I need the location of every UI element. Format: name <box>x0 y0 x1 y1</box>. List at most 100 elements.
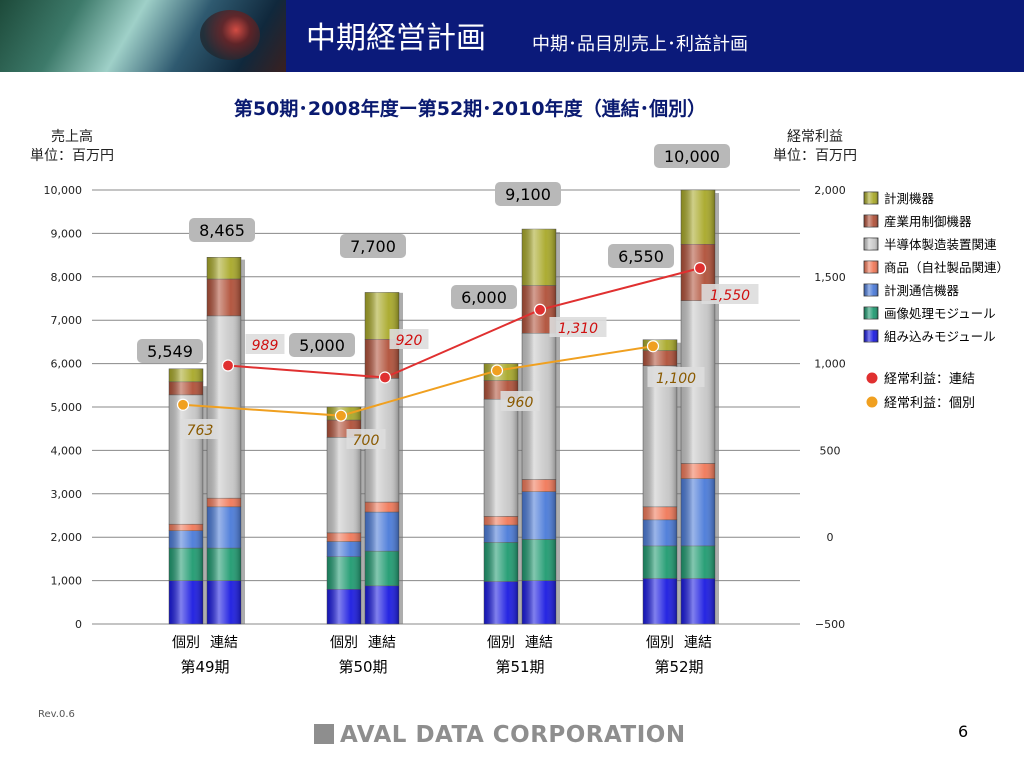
total-label-box <box>608 244 674 268</box>
left-tick-label: 9,000 <box>51 227 83 240</box>
total-label: 9,100 <box>505 185 551 204</box>
profit-label-box <box>647 367 705 387</box>
legend-label: 産業用制御機器 <box>884 214 972 229</box>
left-axis-label: 売上高 単位：百万円 <box>22 128 122 166</box>
bar-category-label: 個別 <box>330 635 358 651</box>
bar-shadow <box>361 410 365 624</box>
header-bar: 中期経営計画 中期･品目別売上･利益計画 <box>0 0 1024 72</box>
right-tick-label: 0 <box>827 531 834 544</box>
legend-swatch-shine <box>864 238 878 250</box>
total-label-box <box>289 333 355 357</box>
bar-category-label: 個別 <box>646 635 674 651</box>
bar-shadow <box>715 193 719 624</box>
bar-shadow <box>241 259 245 624</box>
bar-segment-shine <box>484 516 518 526</box>
left-tick-label: 10,000 <box>44 184 83 197</box>
profit-line <box>182 345 654 417</box>
bar-segment-shine <box>207 257 241 279</box>
bar-category-label: 連結 <box>525 635 553 651</box>
legend-label: 商品（自社製品関連） <box>884 260 1009 275</box>
right-axis-label: 経常利益 単位：百万円 <box>760 128 870 166</box>
group-label: 第49期 <box>180 658 229 676</box>
profit-label-box <box>245 334 285 354</box>
profit-label-box <box>180 419 220 439</box>
bar-segment-shine <box>169 548 203 581</box>
group-label: 第52期 <box>654 658 703 676</box>
profit-point <box>221 359 235 372</box>
profit-label: 989 <box>252 338 279 354</box>
left-tick-label: 8,000 <box>51 271 83 284</box>
bar-segment-shine <box>522 479 556 492</box>
legend-swatch-shine <box>864 215 878 227</box>
bar-segment-shine <box>643 350 677 366</box>
left-tick-label: 2,000 <box>51 531 83 544</box>
left-tick-label: 6,000 <box>51 358 83 371</box>
left-tick-label: 3,000 <box>51 488 83 501</box>
bar-segment-shine <box>327 532 361 542</box>
total-label-box <box>137 339 203 363</box>
legend-swatch-shine <box>864 261 878 273</box>
bar-category-label: 個別 <box>172 635 200 651</box>
right-tick-label: 1,500 <box>814 271 846 284</box>
page-subtitle: 中期･品目別売上･利益計画 <box>532 34 748 55</box>
bar-segment-shine <box>207 580 241 624</box>
bar-segment-shine <box>365 551 399 586</box>
bar-shadow <box>399 292 403 624</box>
bar-segment-shine <box>365 502 399 513</box>
bar-shadow <box>556 232 560 624</box>
total-label: 5,000 <box>299 336 345 355</box>
left-axis-label-line2: 単位：百万円 <box>30 148 114 164</box>
bar-segment-shine <box>643 545 677 579</box>
bar-category-label: 個別 <box>487 635 515 651</box>
bar-segment-shine <box>327 437 361 533</box>
left-tick-label: 5,000 <box>51 401 83 414</box>
bar-segment-shine <box>365 585 399 624</box>
bar-category-label: 連結 <box>368 635 396 651</box>
legend-label: 画像処理モジュール <box>884 306 996 321</box>
bar-category-label: 連結 <box>684 635 712 651</box>
right-tick-label: 1,000 <box>814 358 846 371</box>
revision-label: Rev.0.6 <box>38 709 75 720</box>
bar-shadow <box>677 342 681 624</box>
company-name: AVAL DATA CORPORATION <box>340 722 686 748</box>
left-tick-label: 7,000 <box>51 314 83 327</box>
profit-point <box>334 409 348 422</box>
bar-shadow <box>203 386 207 624</box>
bar-segment-shine <box>365 512 399 552</box>
bar-segment-shine <box>681 578 715 624</box>
legend-line-marker <box>865 371 879 385</box>
bar-segment-shine <box>643 339 677 351</box>
bar-segment-shine <box>643 519 677 546</box>
total-label: 7,700 <box>350 237 396 256</box>
company-logo: AVAL DATA CORPORATION <box>314 722 686 748</box>
bar-segment-shine <box>207 498 241 507</box>
chart-title: 第50期･2008年度ー第52期･2010年度（連結･個別） <box>233 98 707 120</box>
bar-segment-shine <box>681 478 715 546</box>
left-tick-label: 4,000 <box>51 444 83 457</box>
bar-segment-shine <box>522 539 556 581</box>
legend-label: 経常利益：個別 <box>884 396 975 411</box>
legend-label: 組み込みモジュール <box>884 329 996 344</box>
profit-label-box <box>549 317 607 337</box>
profit-label: 763 <box>187 423 214 439</box>
bar-segment-shine <box>169 530 203 549</box>
bar-segment-shine <box>169 394 203 525</box>
legend-label: 半導体製造装置関連 <box>884 237 997 252</box>
bar-segment-shine <box>681 545 715 579</box>
page-number: 6 <box>958 722 969 741</box>
profit-label-box <box>389 329 429 349</box>
right-tick-label: 500 <box>820 444 841 457</box>
bar-segment-shine <box>169 381 203 395</box>
profit-label: 1,310 <box>558 321 598 337</box>
group-label: 第50期 <box>338 658 387 676</box>
legend-label: 計測通信機器 <box>884 283 960 298</box>
bar-segment-shine <box>643 365 677 507</box>
total-label-box <box>340 234 406 258</box>
bar-segment-shine <box>169 368 203 382</box>
legend-swatch-shine <box>864 307 878 319</box>
total-label-box <box>654 144 730 168</box>
total-label-box <box>495 182 561 206</box>
profit-line <box>227 267 701 379</box>
legend-swatch-shine <box>864 284 878 296</box>
